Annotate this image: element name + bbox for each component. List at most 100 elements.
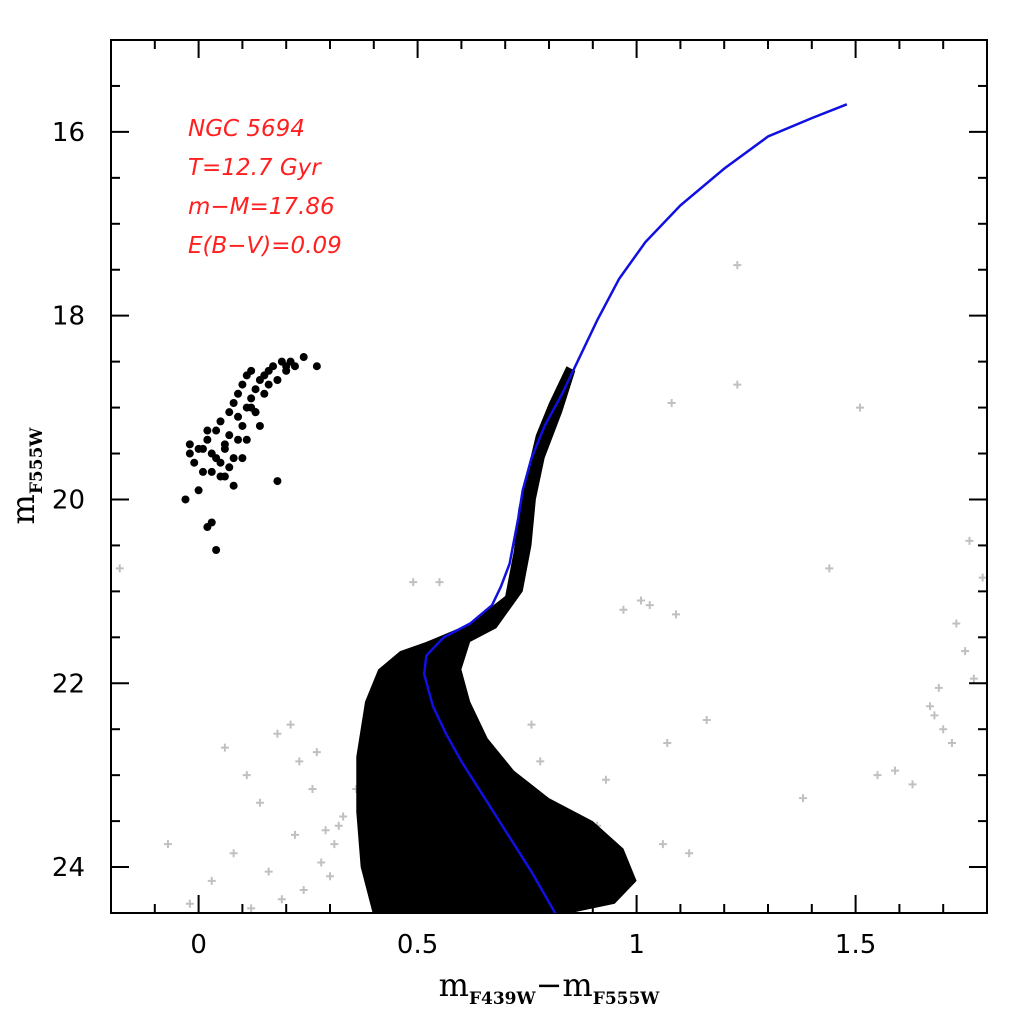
annotation-age: T=12.7 Gyr [188, 155, 322, 181]
field-star-point [264, 867, 273, 876]
cluster-star-point [216, 417, 225, 426]
cluster-star-point [238, 380, 247, 389]
cluster-star-point [229, 454, 238, 463]
annotation-block: NGC 5694 T=12.7 Gyr m−M=17.86 E(B−V)=0.0… [188, 116, 342, 259]
field-star-point [277, 895, 286, 904]
cluster-star-point [212, 426, 221, 435]
cluster-star-point [234, 435, 243, 444]
cluster-star-point [181, 495, 190, 504]
x-tick-label: 1.5 [835, 930, 876, 960]
annotation-distance-modulus: m−M=17.86 [188, 194, 335, 220]
field-star-point [185, 899, 194, 908]
cluster-star-point [225, 463, 234, 472]
field-star-point [667, 398, 676, 407]
plot-background [111, 40, 987, 913]
cluster-star-point [198, 467, 207, 476]
field-star-point [527, 720, 536, 729]
cluster-star-point [260, 389, 269, 398]
y-tick-label: 18 [52, 302, 85, 332]
annotation-cluster-name: NGC 5694 [188, 116, 305, 142]
field-star-point [939, 725, 948, 734]
cluster-star-point [207, 518, 216, 527]
cluster-star-point [238, 421, 247, 430]
cluster-star-point [247, 366, 256, 375]
field-star-point [978, 573, 987, 582]
field-star-point [286, 720, 295, 729]
axis-ticks [111, 40, 988, 914]
cluster-star-point [251, 408, 260, 417]
cluster-star-point [194, 486, 203, 495]
x-tick-label: 0.5 [397, 930, 438, 960]
cluster-star-point [312, 362, 321, 371]
cluster-star-point [185, 440, 194, 449]
cluster-star-point [242, 435, 251, 444]
cluster-star-point [229, 481, 238, 490]
field-star-point [961, 647, 970, 656]
field-star-point [601, 775, 610, 784]
field-star-point [536, 757, 545, 766]
x-tick-label: 0 [190, 930, 207, 960]
cluster-star-point [269, 362, 278, 371]
isochrone-curve [422, 103, 848, 913]
field-star-point [873, 771, 882, 780]
cluster-star-point [238, 454, 247, 463]
y-tick-label: 16 [52, 118, 85, 148]
cluster-star-point [234, 412, 243, 421]
cluster-star-point [190, 458, 199, 467]
field-star-point [247, 904, 256, 913]
field-star-point [339, 812, 348, 821]
field-star-point [934, 683, 943, 692]
field-star-point [255, 798, 264, 807]
cluster-star-point [290, 362, 299, 371]
field-star-point [312, 748, 321, 757]
field-star-point [947, 738, 956, 747]
field-star-point [663, 738, 672, 747]
cluster-star-point [273, 477, 282, 486]
y-tick-label: 20 [52, 485, 85, 515]
field-star-point [799, 794, 808, 803]
field-star-point [330, 840, 339, 849]
field-star-point [672, 610, 681, 619]
field-star-point [317, 858, 326, 867]
cluster-star-point [299, 353, 308, 362]
field-star-point [229, 849, 238, 858]
cluster-star-point [225, 408, 234, 417]
cluster-star-point [212, 546, 221, 555]
field-star-point [295, 757, 304, 766]
field-star-point [930, 711, 939, 720]
field-star-point [163, 840, 172, 849]
x-tick-label: 1 [628, 930, 645, 960]
field-star-point [825, 564, 834, 573]
field-star-point [273, 729, 282, 738]
y-tick-label: 22 [52, 669, 85, 699]
field-star-point [207, 876, 216, 885]
main-sequence-core [356, 632, 637, 913]
field-star-point [733, 380, 742, 389]
cluster-stars-layer [181, 353, 637, 913]
annotation-reddening: E(B−V)=0.09 [188, 233, 342, 259]
cluster-star-point [234, 389, 243, 398]
field-star-point [435, 578, 444, 587]
field-star-point [326, 872, 334, 881]
field-star-point [645, 601, 654, 610]
cluster-star-point [207, 467, 216, 476]
cluster-star-point [203, 435, 212, 444]
y-tick-label: 24 [52, 853, 85, 883]
field-star-point [952, 619, 961, 628]
cluster-star-point [282, 362, 291, 371]
field-star-point [290, 830, 299, 839]
field-star-point [658, 840, 667, 849]
tick-labels: 0 0.5 1 1.5 16 18 20 22 24 [52, 118, 876, 960]
cluster-star-point [203, 426, 212, 435]
field-star-point [636, 596, 645, 605]
cluster-star-point [247, 394, 256, 403]
cluster-star-point [225, 431, 234, 440]
cluster-star-point [185, 449, 194, 458]
field-star-point [908, 780, 917, 789]
field-star-point [733, 261, 742, 270]
cluster-star-point [216, 472, 225, 481]
field-star-point [321, 826, 330, 835]
field-star-point [969, 674, 978, 683]
field-star-point [299, 886, 308, 895]
